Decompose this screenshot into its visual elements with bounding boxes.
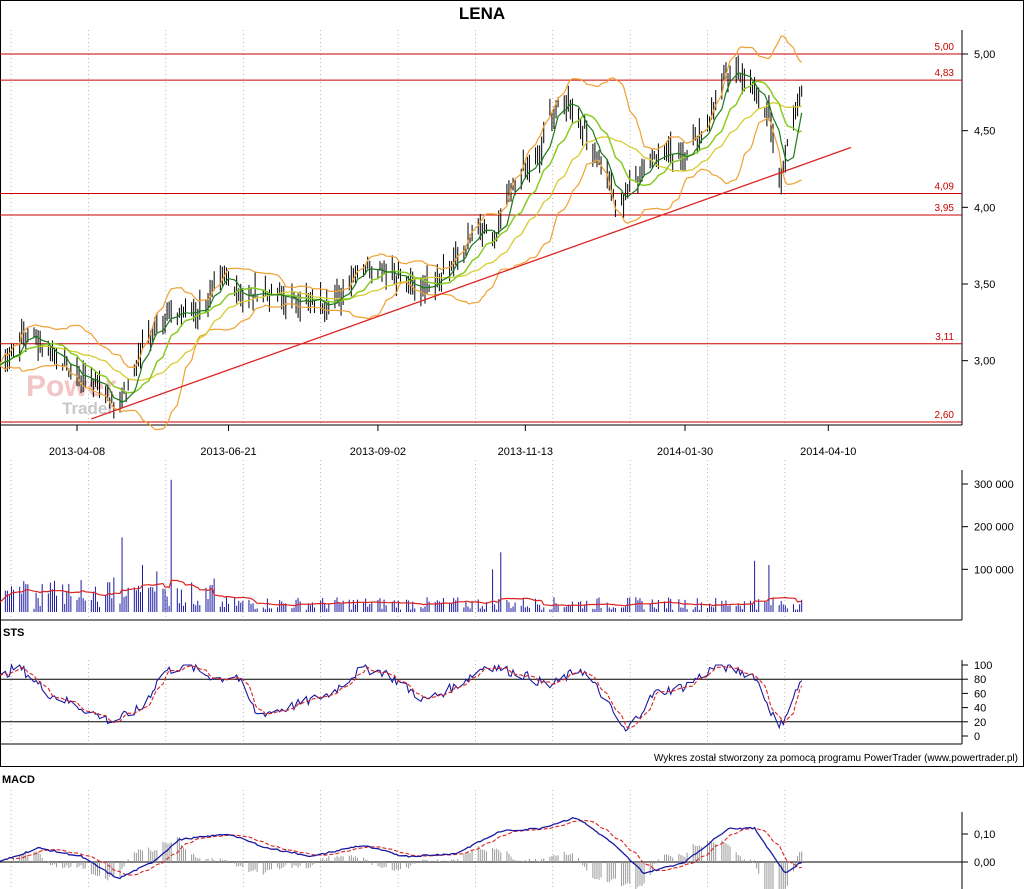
- hline-label-1: 4,83: [935, 68, 955, 79]
- hline-label-4: 3,11: [935, 332, 954, 343]
- credit-text: Wykres został stworzony za pomocą progra…: [654, 753, 1018, 764]
- ma-mid: [0, 80, 802, 394]
- price-ytick-label-3: 3,50: [974, 279, 995, 291]
- price-xtick-label-4: 2014-01-30: [657, 446, 713, 458]
- macd-title: MACD: [2, 774, 35, 786]
- watermark-trader: Trader: [62, 399, 114, 418]
- macd-ytick-label-0: 0,10: [974, 829, 995, 841]
- chart-title: LENA: [459, 4, 505, 23]
- bollinger-upper: [0, 35, 803, 369]
- sts-ytick-label-5: 0: [974, 731, 980, 743]
- volume-ytick-label-0: 300 000: [974, 479, 1014, 491]
- price-ytick-label-0: 5,00: [974, 49, 995, 61]
- ma-short: [0, 72, 803, 404]
- volume-ytick-label-2: 100 000: [974, 564, 1014, 576]
- price-xtick-label-3: 2013-11-13: [498, 446, 553, 458]
- volume-average: [0, 579, 802, 607]
- hline-label-0: 5,00: [935, 42, 955, 53]
- price-ytick-label-1: 4,50: [974, 126, 995, 138]
- hline-label-2: 4,09: [935, 182, 955, 193]
- price-xtick-label-2: 2013-09-02: [350, 446, 406, 458]
- sts-d-line: [0, 665, 803, 729]
- sts-ytick-label-2: 60: [974, 688, 986, 700]
- trendline: [91, 146, 852, 420]
- hline-label-3: 3,95: [935, 203, 955, 214]
- price-xtick-label-1: 2013-06-21: [200, 446, 256, 458]
- vertical-grid: [10, 30, 786, 889]
- bollinger-lower: [0, 117, 802, 431]
- macd-line: [0, 816, 802, 880]
- price-xtick-label-0: 2013-04-08: [49, 446, 105, 458]
- volume-ytick-label-1: 200 000: [974, 522, 1014, 534]
- ma-long: [0, 101, 802, 382]
- sts-title: STS: [3, 627, 24, 639]
- hline-label-5: 2,60: [935, 410, 955, 421]
- macd-ytick-label-1: 0,00: [974, 857, 995, 869]
- sts-ytick-label-0: 100: [974, 660, 992, 672]
- sts-k-line: [0, 663, 803, 732]
- sts-ytick-label-3: 40: [974, 703, 986, 715]
- macd-signal-line: [0, 819, 802, 876]
- sts-ytick-label-1: 80: [974, 674, 986, 686]
- price-ytick-label-4: 3,00: [974, 356, 995, 368]
- sts-ytick-label-4: 20: [974, 717, 986, 729]
- price-ytick-label-2: 4,00: [974, 202, 995, 214]
- price-xtick-label-5: 2014-04-10: [800, 446, 856, 458]
